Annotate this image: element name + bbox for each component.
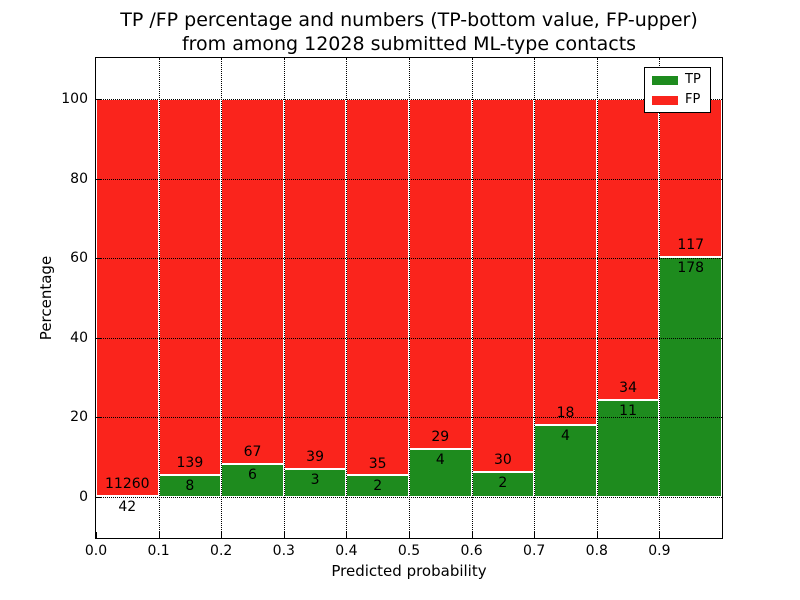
bar-fp-count-label: 30 [493,452,512,469]
grid-line-vertical [221,58,223,538]
x-tick-label: 0.0 [84,543,108,559]
x-tick-mark [346,532,348,538]
grid-line-vertical [534,58,536,538]
y-tick-mark [96,497,102,498]
x-tick-mark [596,532,598,538]
bar-fp-count-label: 18 [556,404,575,421]
bar-tp-count-label: 11 [619,402,637,419]
y-tick-mark [96,337,102,339]
grid-line-vertical [346,58,348,538]
x-tick-label: 0.2 [210,543,233,559]
x-tick-label: 0.7 [523,543,546,559]
grid-line-vertical [409,58,410,538]
y-tick-label: 60 [70,250,88,267]
bar-fp [96,98,159,496]
bar-tp-count-label: 6 [248,467,257,484]
legend: TP FP [644,67,711,113]
y-tick-label: 100 [61,90,88,107]
bar-tp-count-label: 2 [373,478,383,495]
bar-tp [221,464,284,497]
y-tick-mark [96,258,102,260]
grid-line-vertical [158,58,160,538]
legend-label-tp: TP [685,72,701,87]
bar-fp-count-label: 34 [619,379,637,396]
x-tick-mark [96,532,97,538]
bar-fp [596,98,660,400]
legend-label-fp: FP [685,92,701,107]
bar-fp [471,98,535,473]
x-tick-mark [158,532,160,538]
bar-tp-count-label: 3 [310,471,320,488]
bar-fp-count-label: 35 [368,455,387,472]
y-tick-label: 20 [70,409,88,426]
x-tick-mark [534,532,536,538]
x-tick-label: 0.4 [335,543,358,559]
bar-tp-count-label: 42 [118,498,137,515]
bar-tp-count-label: 4 [561,427,570,444]
x-tick-label: 0.6 [460,543,483,559]
bar-tp-count-label: 4 [435,451,445,468]
legend-item-fp: FP [652,93,703,107]
bar-fp-count-label: 11260 [105,475,150,492]
bar-tp-count-label: 2 [498,475,508,492]
y-tick-mark [96,417,102,419]
grid-line-vertical [596,58,598,538]
x-tick-mark [409,532,410,538]
x-tick-mark [659,532,661,538]
bar-tp [534,424,597,497]
bar-fp [409,98,472,449]
x-tick-mark [221,532,223,538]
legend-swatch-tp [652,75,678,85]
bar-fp [283,98,347,469]
grid-line-vertical [659,58,661,538]
y-tick-label: 40 [70,329,88,346]
y-tick-label: 0 [79,489,88,505]
x-tick-label: 0.3 [272,543,295,559]
x-tick-label: 0.9 [648,543,671,559]
grid-line-vertical [283,58,285,538]
chart-title: TP /FP percentage and numbers (TP-bottom… [96,8,722,56]
y-tick-mark [96,98,102,100]
bar-fp [158,98,222,476]
legend-item-tp: TP [652,73,703,87]
plot-area: TP FP 11260 42 139 8 67 6 39 3 35 2 29 4 30 2 18 4 34 11 1… [96,58,722,538]
legend-swatch-fp [652,95,678,105]
bar-tp [409,448,472,497]
x-tick-label: 0.5 [397,543,421,559]
bar-fp-count-label: 117 [677,236,705,253]
x-tick-label: 0.8 [585,543,608,559]
bar-tp-count-label: 178 [677,259,705,276]
bar-fp-count-label: 67 [243,444,262,461]
bar-fp-count-label: 39 [306,448,324,465]
y-tick-mark [96,178,102,180]
bar-tp [283,468,347,497]
x-axis-label: Predicted probability [331,562,487,580]
bar-fp [534,98,597,425]
bar-tp [659,256,722,497]
grid-line-vertical [471,58,473,538]
bar-fp [221,98,284,465]
chart-title-line2: from among 12028 submitted ML-type conta… [181,33,637,55]
bar-fp [346,98,409,476]
chart-title-line1: TP /FP percentage and numbers (TP-bottom… [120,9,698,31]
y-tick-label: 80 [70,170,88,187]
x-tick-label: 0.1 [147,543,170,559]
x-tick-mark [471,532,473,538]
bar-tp-count-label: 8 [185,478,195,495]
bar-fp-count-label: 139 [176,455,204,472]
y-axis-label: Percentage [37,255,55,341]
x-tick-mark [283,532,285,538]
bar-fp-count-label: 29 [431,428,450,445]
